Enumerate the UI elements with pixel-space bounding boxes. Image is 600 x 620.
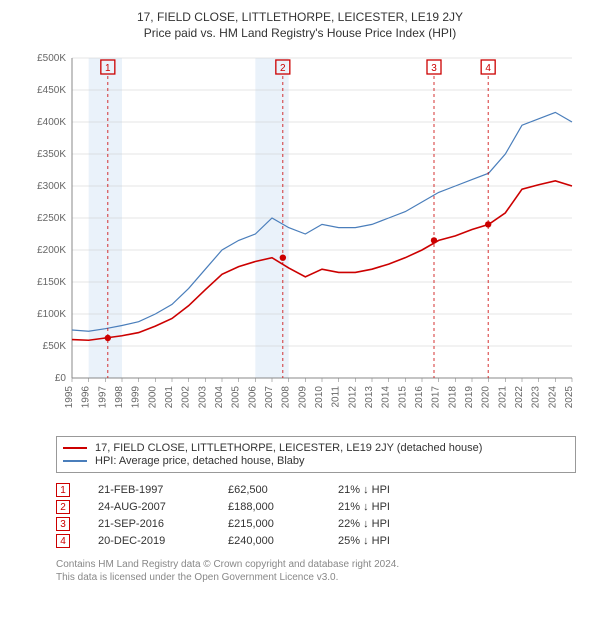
transaction-price: £62,500 xyxy=(228,484,338,496)
svg-text:1997: 1997 xyxy=(97,386,108,409)
svg-text:2007: 2007 xyxy=(264,386,275,409)
svg-text:2008: 2008 xyxy=(281,386,292,409)
svg-text:2011: 2011 xyxy=(331,386,342,408)
svg-text:2021: 2021 xyxy=(497,386,508,409)
svg-text:£0: £0 xyxy=(55,373,67,384)
svg-text:£450K: £450K xyxy=(37,85,66,96)
svg-text:£400K: £400K xyxy=(37,117,66,128)
svg-text:£50K: £50K xyxy=(43,341,67,352)
transaction-date: 21-FEB-1997 xyxy=(98,484,228,496)
legend-label: HPI: Average price, detached house, Blab… xyxy=(95,455,305,467)
svg-text:2004: 2004 xyxy=(214,386,225,409)
svg-text:2002: 2002 xyxy=(181,386,192,409)
marker-2-icon: 2 xyxy=(56,500,70,514)
transaction-pct: 25% ↓ HPI xyxy=(338,535,468,547)
footnote: Contains HM Land Registry data © Crown c… xyxy=(56,558,576,584)
svg-text:2006: 2006 xyxy=(247,386,258,409)
title-address: 17, FIELD CLOSE, LITTLETHORPE, LEICESTER… xyxy=(12,10,588,24)
svg-text:2003: 2003 xyxy=(197,386,208,409)
svg-text:1: 1 xyxy=(105,63,111,74)
svg-text:£250K: £250K xyxy=(37,213,66,224)
legend: 17, FIELD CLOSE, LITTLETHORPE, LEICESTER… xyxy=(56,436,576,473)
table-row: 4 20-DEC-2019 £240,000 25% ↓ HPI xyxy=(56,534,576,548)
svg-text:2: 2 xyxy=(280,63,286,74)
transaction-pct: 22% ↓ HPI xyxy=(338,518,468,530)
marker-3-icon: 3 xyxy=(56,517,70,531)
svg-text:2025: 2025 xyxy=(564,386,575,409)
marker-1-icon: 1 xyxy=(56,483,70,497)
footnote-line1: Contains HM Land Registry data © Crown c… xyxy=(56,558,576,571)
svg-text:2015: 2015 xyxy=(397,386,408,409)
svg-text:1995: 1995 xyxy=(64,386,75,409)
marker-4-icon: 4 xyxy=(56,534,70,548)
transaction-date: 24-AUG-2007 xyxy=(98,501,228,513)
svg-text:2017: 2017 xyxy=(431,386,442,409)
svg-text:£200K: £200K xyxy=(37,245,66,256)
table-row: 3 21-SEP-2016 £215,000 22% ↓ HPI xyxy=(56,517,576,531)
svg-text:£100K: £100K xyxy=(37,309,66,320)
svg-text:1996: 1996 xyxy=(81,386,92,409)
chart-area: £0 £50K £100K £150K £200K £250K £300K £350K £400… xyxy=(22,48,582,428)
legend-item-hpi: HPI: Average price, detached house, Blab… xyxy=(63,455,569,467)
transaction-price: £188,000 xyxy=(228,501,338,513)
svg-text:3: 3 xyxy=(431,63,437,74)
transaction-pct: 21% ↓ HPI xyxy=(338,484,468,496)
transaction-price: £240,000 xyxy=(228,535,338,547)
svg-text:2012: 2012 xyxy=(347,386,358,409)
svg-text:£350K: £350K xyxy=(37,149,66,160)
svg-text:2024: 2024 xyxy=(547,386,558,409)
svg-text:£300K: £300K xyxy=(37,181,66,192)
svg-text:2018: 2018 xyxy=(447,386,458,409)
transactions-table: 1 21-FEB-1997 £62,500 21% ↓ HPI 2 24-AUG… xyxy=(56,483,576,548)
transaction-date: 20-DEC-2019 xyxy=(98,535,228,547)
titles: 17, FIELD CLOSE, LITTLETHORPE, LEICESTER… xyxy=(12,10,588,40)
svg-text:2013: 2013 xyxy=(364,386,375,409)
transaction-date: 21-SEP-2016 xyxy=(98,518,228,530)
svg-text:£150K: £150K xyxy=(37,277,66,288)
svg-text:2019: 2019 xyxy=(464,386,475,409)
legend-line-icon xyxy=(63,447,87,449)
footnote-line2: This data is licensed under the Open Gov… xyxy=(56,571,576,584)
svg-text:2000: 2000 xyxy=(147,386,158,409)
svg-text:2014: 2014 xyxy=(381,386,392,409)
svg-text:2001: 2001 xyxy=(164,386,175,409)
svg-text:2010: 2010 xyxy=(314,386,325,409)
svg-text:£500K: £500K xyxy=(37,53,66,64)
legend-item-property: 17, FIELD CLOSE, LITTLETHORPE, LEICESTER… xyxy=(63,442,569,454)
svg-text:2022: 2022 xyxy=(514,386,525,409)
title-subtitle: Price paid vs. HM Land Registry's House … xyxy=(12,26,588,40)
svg-text:2020: 2020 xyxy=(481,386,492,409)
table-row: 2 24-AUG-2007 £188,000 21% ↓ HPI xyxy=(56,500,576,514)
table-row: 1 21-FEB-1997 £62,500 21% ↓ HPI xyxy=(56,483,576,497)
legend-line-icon xyxy=(63,460,87,462)
chart-container: 17, FIELD CLOSE, LITTLETHORPE, LEICESTER… xyxy=(0,0,600,620)
transaction-pct: 21% ↓ HPI xyxy=(338,501,468,513)
svg-text:2009: 2009 xyxy=(297,386,308,409)
svg-text:1999: 1999 xyxy=(131,386,142,409)
svg-text:1998: 1998 xyxy=(114,386,125,409)
svg-text:2023: 2023 xyxy=(531,386,542,409)
svg-text:2016: 2016 xyxy=(414,386,425,409)
price-chart: £0 £50K £100K £150K £200K £250K £300K £350K £400… xyxy=(22,48,582,428)
transaction-price: £215,000 xyxy=(228,518,338,530)
svg-text:4: 4 xyxy=(485,63,491,74)
legend-label: 17, FIELD CLOSE, LITTLETHORPE, LEICESTER… xyxy=(95,442,482,454)
svg-text:2005: 2005 xyxy=(231,386,242,409)
